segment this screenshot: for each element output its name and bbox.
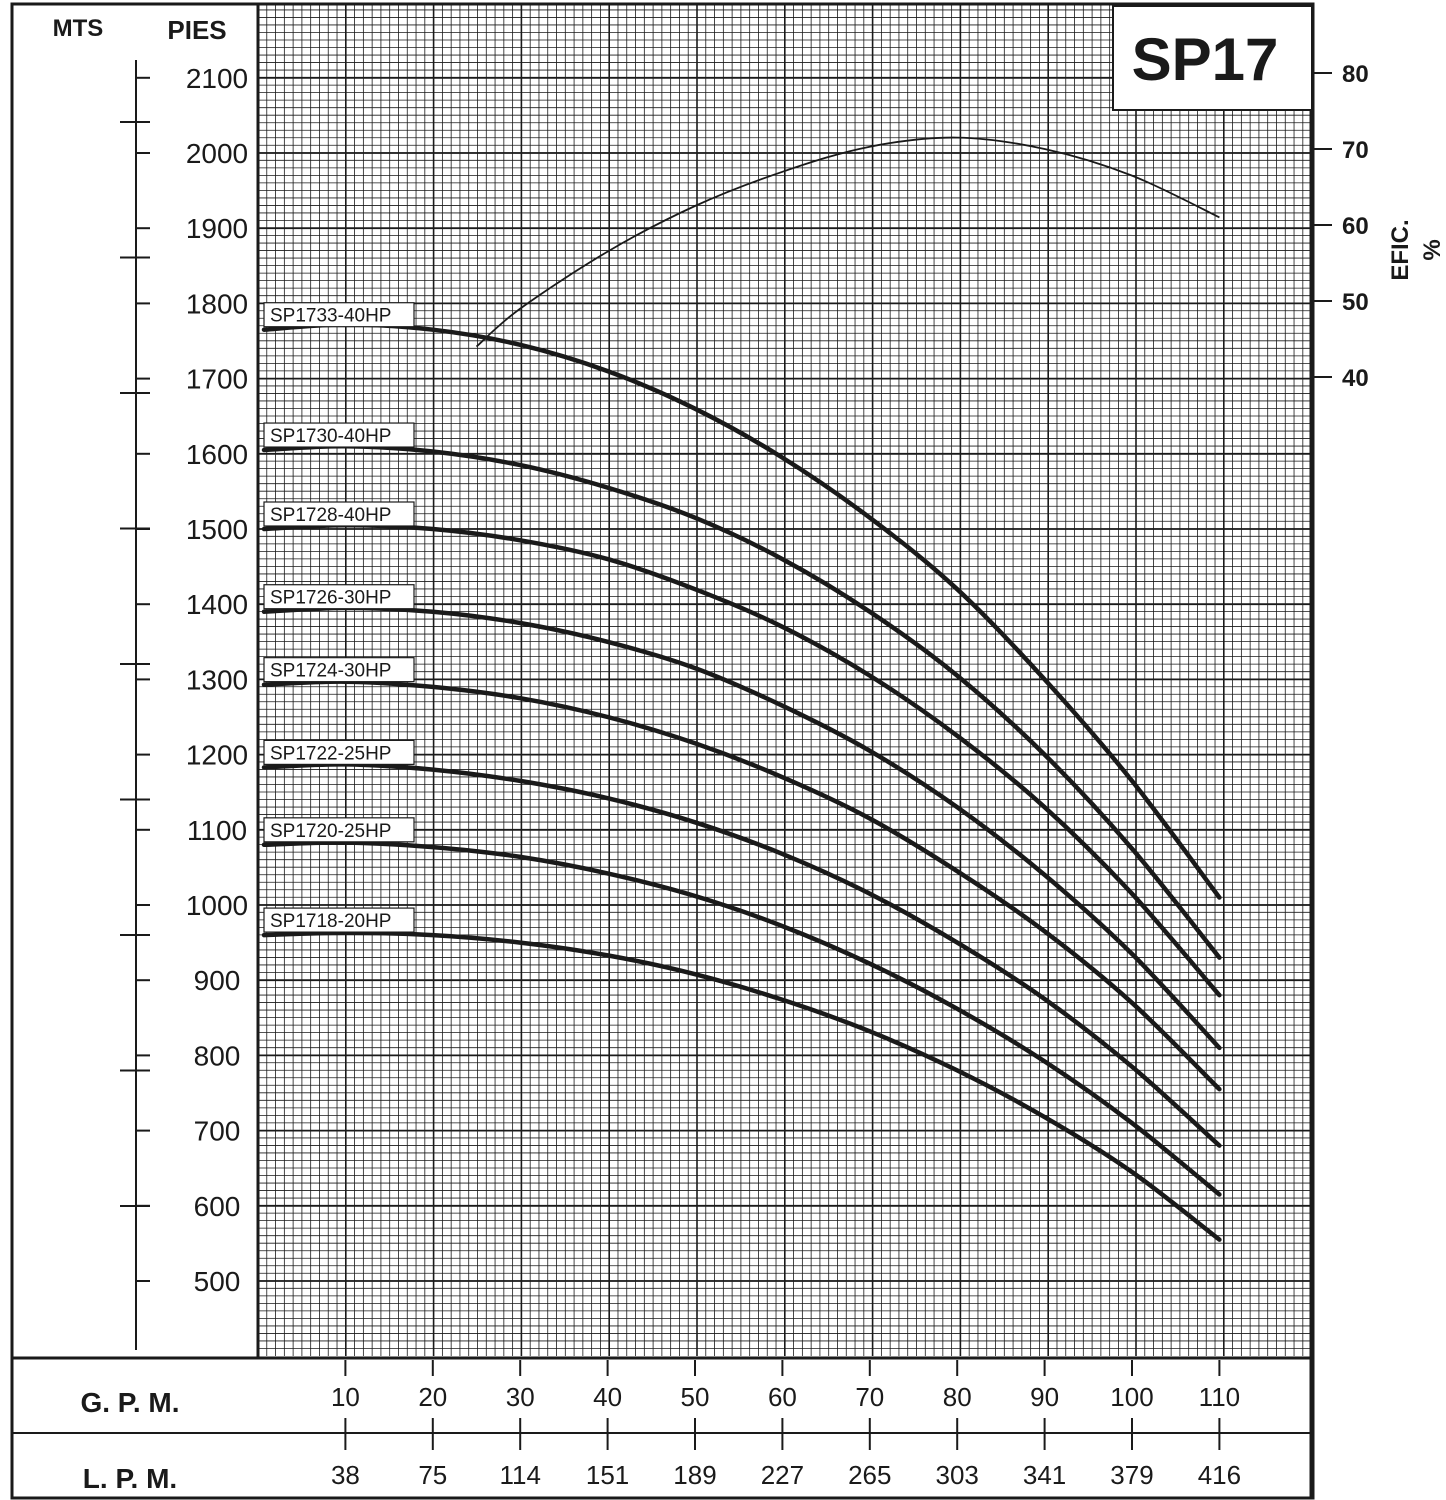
curve-label: SP1730-40HP bbox=[270, 426, 391, 447]
chart-title: SP17 bbox=[1132, 26, 1279, 93]
lpm-tick-label: 227 bbox=[761, 1460, 804, 1490]
pies-tick-label: 1300 bbox=[186, 664, 248, 695]
efficiency-tick-label: 50 bbox=[1342, 289, 1369, 316]
curve-label: SP1728-40HP bbox=[270, 505, 391, 526]
mts-axis-label: MTS bbox=[53, 15, 104, 42]
curve-label-box bbox=[263, 584, 415, 610]
curve-label-box bbox=[263, 739, 415, 765]
efficiency-axis-ticks: 40 50 60 70 80 bbox=[1311, 61, 1369, 392]
lpm-tick-label: 416 bbox=[1198, 1460, 1241, 1490]
pies-tick-label: 1500 bbox=[186, 514, 248, 545]
lpm-tick-label: 341 bbox=[1023, 1460, 1066, 1490]
gpm-tick-label: 50 bbox=[681, 1382, 710, 1412]
efficiency-tick-label: 40 bbox=[1342, 365, 1369, 392]
curve-label: SP1718-20HP bbox=[270, 911, 391, 932]
pies-tick-label: 900 bbox=[194, 965, 241, 996]
lpm-row-label: L. P. M. bbox=[83, 1463, 177, 1494]
pies-tick-label: 1700 bbox=[186, 364, 248, 395]
gpm-tick-label: 10 bbox=[331, 1382, 360, 1412]
curve-label-box bbox=[263, 422, 415, 448]
lpm-tick-label: 265 bbox=[848, 1460, 891, 1490]
gpm-tick-label: 30 bbox=[506, 1382, 535, 1412]
pump-curve bbox=[261, 322, 1222, 900]
lpm-tick-label: 379 bbox=[1110, 1460, 1153, 1490]
pies-axis-ticks: 500 600 700 800 900 1000 1100 1200 1300 1400 1500 1… bbox=[136, 63, 248, 1297]
pump-curves bbox=[261, 322, 1222, 1242]
efficiency-tick-label: 80 bbox=[1342, 61, 1369, 88]
pump-curve bbox=[261, 930, 1222, 1242]
pump-curve bbox=[261, 605, 1222, 1051]
efficiency-curve bbox=[475, 136, 1220, 348]
curve-label-box bbox=[263, 501, 415, 527]
curve-label-box bbox=[263, 302, 415, 328]
gpm-tick-label: 20 bbox=[418, 1382, 447, 1412]
efficiency-curve-group bbox=[475, 136, 1220, 348]
efficiency-axis-unit: % bbox=[1419, 239, 1446, 260]
curve-label: SP1724-30HP bbox=[270, 661, 391, 682]
lpm-tick-label: 303 bbox=[936, 1460, 979, 1490]
pies-axis-label: PIES bbox=[167, 15, 226, 45]
curve-label: SP1726-30HP bbox=[270, 588, 391, 609]
pies-tick-label: 1000 bbox=[186, 890, 248, 921]
title-box bbox=[1112, 5, 1313, 111]
efficiency-axis-label: EFIC. bbox=[1387, 219, 1414, 280]
pies-tick-label: 1900 bbox=[186, 213, 248, 244]
pump-curve bbox=[261, 679, 1222, 1092]
efficiency-tick-label: 60 bbox=[1342, 213, 1369, 240]
pies-tick-label: 700 bbox=[194, 1116, 241, 1147]
pies-tick-label: 1800 bbox=[186, 288, 248, 319]
outer-frame bbox=[10, 2, 1315, 1500]
lpm-tick-label: 151 bbox=[586, 1460, 629, 1490]
pies-tick-label: 2100 bbox=[186, 63, 248, 94]
gpm-tick-label: 40 bbox=[593, 1382, 622, 1412]
curve-label: SP1722-25HP bbox=[270, 743, 391, 764]
curve-label: SP1720-25HP bbox=[270, 821, 391, 842]
gpm-row-label: G. P. M. bbox=[80, 1387, 179, 1418]
lpm-tick-label: 75 bbox=[418, 1460, 447, 1490]
curve-label-box bbox=[263, 817, 415, 843]
gpm-tick-label: 100 bbox=[1110, 1382, 1153, 1412]
pies-tick-label: 500 bbox=[194, 1266, 241, 1297]
pies-tick-label: 600 bbox=[194, 1191, 241, 1222]
pump-curve bbox=[261, 522, 1222, 998]
pies-tick-label: 1600 bbox=[186, 439, 248, 470]
flow-axis-ticks: 10 38 20 75 30 114 40 151 50 189 60 227 70 265 80 303 90… bbox=[331, 1360, 1241, 1490]
gpm-tick-label: 110 bbox=[1199, 1382, 1240, 1412]
grid bbox=[258, 4, 1313, 1498]
efficiency-tick-label: 70 bbox=[1342, 137, 1369, 164]
pies-tick-label: 800 bbox=[194, 1040, 241, 1071]
gpm-tick-label: 70 bbox=[855, 1382, 884, 1412]
gpm-tick-label: 80 bbox=[943, 1382, 972, 1412]
pump-curve bbox=[261, 840, 1222, 1197]
pies-tick-label: 1200 bbox=[186, 740, 248, 771]
pies-tick-label: 1100 bbox=[187, 815, 247, 846]
curve-label: SP1733-40HP bbox=[270, 306, 391, 327]
curve-labels: SP1733-40HP SP1730-40HP SP1728-40HP SP1726-… bbox=[263, 302, 415, 933]
pump-curve bbox=[261, 762, 1222, 1148]
pump-curve bbox=[261, 444, 1222, 960]
curve-label-box bbox=[263, 657, 415, 683]
gpm-tick-label: 90 bbox=[1030, 1382, 1059, 1412]
lpm-tick-label: 38 bbox=[331, 1460, 360, 1490]
gpm-tick-label: 60 bbox=[768, 1382, 797, 1412]
curve-label-box bbox=[263, 907, 415, 933]
pies-tick-label: 2000 bbox=[186, 138, 248, 169]
lpm-tick-label: 189 bbox=[673, 1460, 716, 1490]
pies-tick-label: 1400 bbox=[186, 589, 248, 620]
lpm-tick-label: 114 bbox=[499, 1460, 540, 1490]
